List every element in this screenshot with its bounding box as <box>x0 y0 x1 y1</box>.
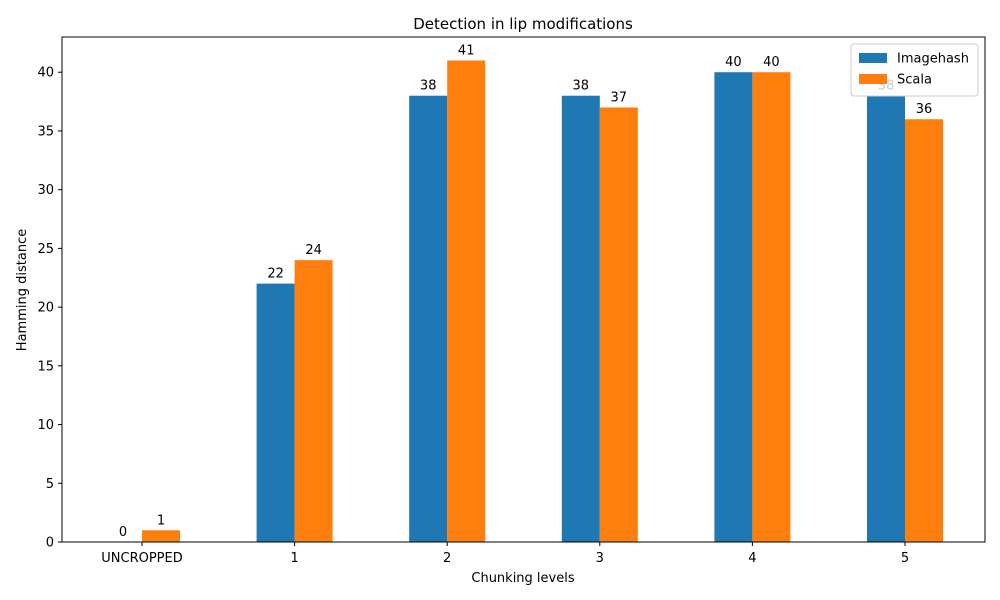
y-tick-label-25: 25 <box>37 242 54 257</box>
y-tick-label-35: 35 <box>37 124 54 139</box>
data-label-imagehash-4: 40 <box>725 55 742 70</box>
y-tick-label-20: 20 <box>37 301 54 316</box>
x-tick-label-3: 3 <box>596 551 604 566</box>
plot-area: 02238384038124413740360510152025303540UN… <box>37 36 986 566</box>
legend-swatch-imagehash <box>859 53 887 63</box>
bar-scala-uncropped <box>142 530 180 542</box>
axes-frame <box>61 36 986 543</box>
bar-scala-1 <box>294 260 333 542</box>
x-tick-label-uncropped: UNCROPPED <box>101 551 183 566</box>
bar-imagehash-5 <box>867 95 905 542</box>
bar-imagehash-1 <box>256 283 295 542</box>
x-tick-label-1: 1 <box>290 551 298 566</box>
legend-swatch-scala <box>859 74 887 84</box>
data-label-scala-1: 24 <box>305 243 322 258</box>
bar-imagehash-4 <box>714 72 753 543</box>
y-tick-label-30: 30 <box>37 183 54 198</box>
y-tick-label-40: 40 <box>37 66 54 81</box>
data-label-imagehash-2: 38 <box>420 79 437 94</box>
y-tick-label-5: 5 <box>46 477 54 492</box>
legend: Imagehash Scala <box>850 43 979 97</box>
bar-imagehash-3 <box>561 95 600 542</box>
data-label-scala-5: 36 <box>916 102 933 117</box>
data-label-scala-uncropped: 1 <box>157 513 165 528</box>
y-axis-label: Hamming distance <box>15 229 30 351</box>
data-label-imagehash-1: 22 <box>267 267 284 282</box>
bar-scala-3 <box>599 107 638 542</box>
data-label-scala-2: 41 <box>458 43 475 58</box>
data-label-imagehash-uncropped: 0 <box>119 525 127 540</box>
y-tick-label-0: 0 <box>46 536 54 551</box>
legend-label-imagehash: Imagehash <box>897 52 969 67</box>
x-tick-label-5: 5 <box>901 551 909 566</box>
y-tick-label-15: 15 <box>37 359 54 374</box>
x-tick-label-2: 2 <box>443 551 451 566</box>
x-axis-label: Chunking levels <box>471 571 574 586</box>
data-label-imagehash-3: 38 <box>573 79 590 94</box>
bar-scala-5 <box>905 119 943 543</box>
bar-scala-2 <box>447 60 486 542</box>
data-label-scala-4: 40 <box>763 55 780 70</box>
data-label-scala-3: 37 <box>611 90 628 105</box>
y-tick-label-10: 10 <box>37 418 54 433</box>
legend-label-scala: Scala <box>897 73 932 88</box>
x-tick-label-4: 4 <box>748 551 756 566</box>
bar-scala-4 <box>752 72 791 543</box>
bar-imagehash-2 <box>409 95 448 542</box>
chart-title: Detection in lip modifications <box>413 15 633 33</box>
